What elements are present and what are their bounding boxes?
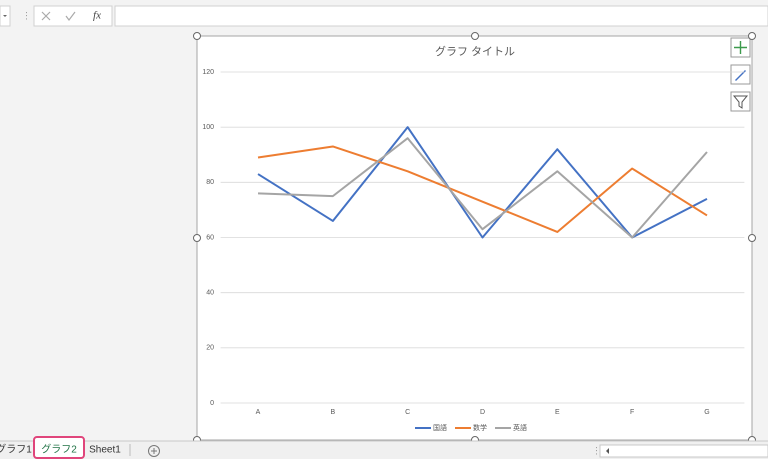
- chart-buttons: [730, 37, 751, 112]
- add-sheet-button[interactable]: [148, 445, 160, 457]
- resize-handle[interactable]: [748, 234, 756, 242]
- x-tick-label: E: [555, 409, 560, 416]
- divider-dots: ⋮: [22, 10, 31, 20]
- y-tick-label: 20: [206, 345, 214, 352]
- divider-dots: ⋮: [592, 445, 601, 455]
- resize-handle[interactable]: [193, 234, 201, 242]
- y-tick-label: 100: [202, 124, 214, 131]
- series-line: [257, 145, 708, 233]
- x-tick-label: D: [480, 409, 485, 416]
- x-tick-label: F: [630, 409, 634, 416]
- y-tick-label: 40: [206, 290, 214, 297]
- function-icon[interactable]: fx: [93, 10, 101, 22]
- horizontal-scrollbar[interactable]: [599, 444, 768, 458]
- sheet-tab[interactable]: Sheet1: [89, 445, 121, 456]
- scroll-left[interactable]: [606, 448, 609, 454]
- chart-filters-button[interactable]: [730, 91, 751, 112]
- resize-handle[interactable]: [193, 32, 201, 40]
- enter-icon[interactable]: [65, 11, 76, 21]
- active-tab-highlight: [33, 436, 85, 459]
- legend-label: 数学: [473, 423, 487, 432]
- plus-icon: [734, 41, 747, 54]
- sheet-tab-active[interactable]: グラフ2: [41, 443, 77, 456]
- sheet-tab[interactable]: グラフ1: [0, 443, 32, 456]
- formula-buttons: [33, 5, 113, 27]
- y-tick-label: 120: [202, 69, 214, 76]
- chart-title: グラフ タイトル: [435, 44, 515, 58]
- x-tick-label: G: [704, 409, 709, 416]
- legend-label: 国語: [433, 423, 447, 432]
- filter-icon: [732, 95, 749, 109]
- tab-bar: [0, 441, 768, 459]
- series-line: [257, 137, 708, 239]
- brush-icon: [735, 70, 746, 81]
- name-box-arrow: [3, 15, 7, 17]
- y-tick-label: 0: [210, 400, 214, 407]
- y-tick-label: 60: [206, 234, 214, 241]
- formula-input[interactable]: [114, 5, 768, 27]
- resize-handle[interactable]: [471, 32, 479, 40]
- add-sheet-icon: [151, 448, 157, 454]
- resize-handle[interactable]: [748, 32, 756, 40]
- chart-area[interactable]: [196, 35, 753, 441]
- cancel-icon[interactable]: [41, 11, 51, 21]
- legend-label: 英語: [513, 423, 527, 432]
- x-tick-label: A: [256, 409, 261, 416]
- x-tick-label: B: [331, 409, 336, 416]
- x-tick-label: C: [405, 409, 410, 416]
- y-tick-label: 80: [206, 179, 214, 186]
